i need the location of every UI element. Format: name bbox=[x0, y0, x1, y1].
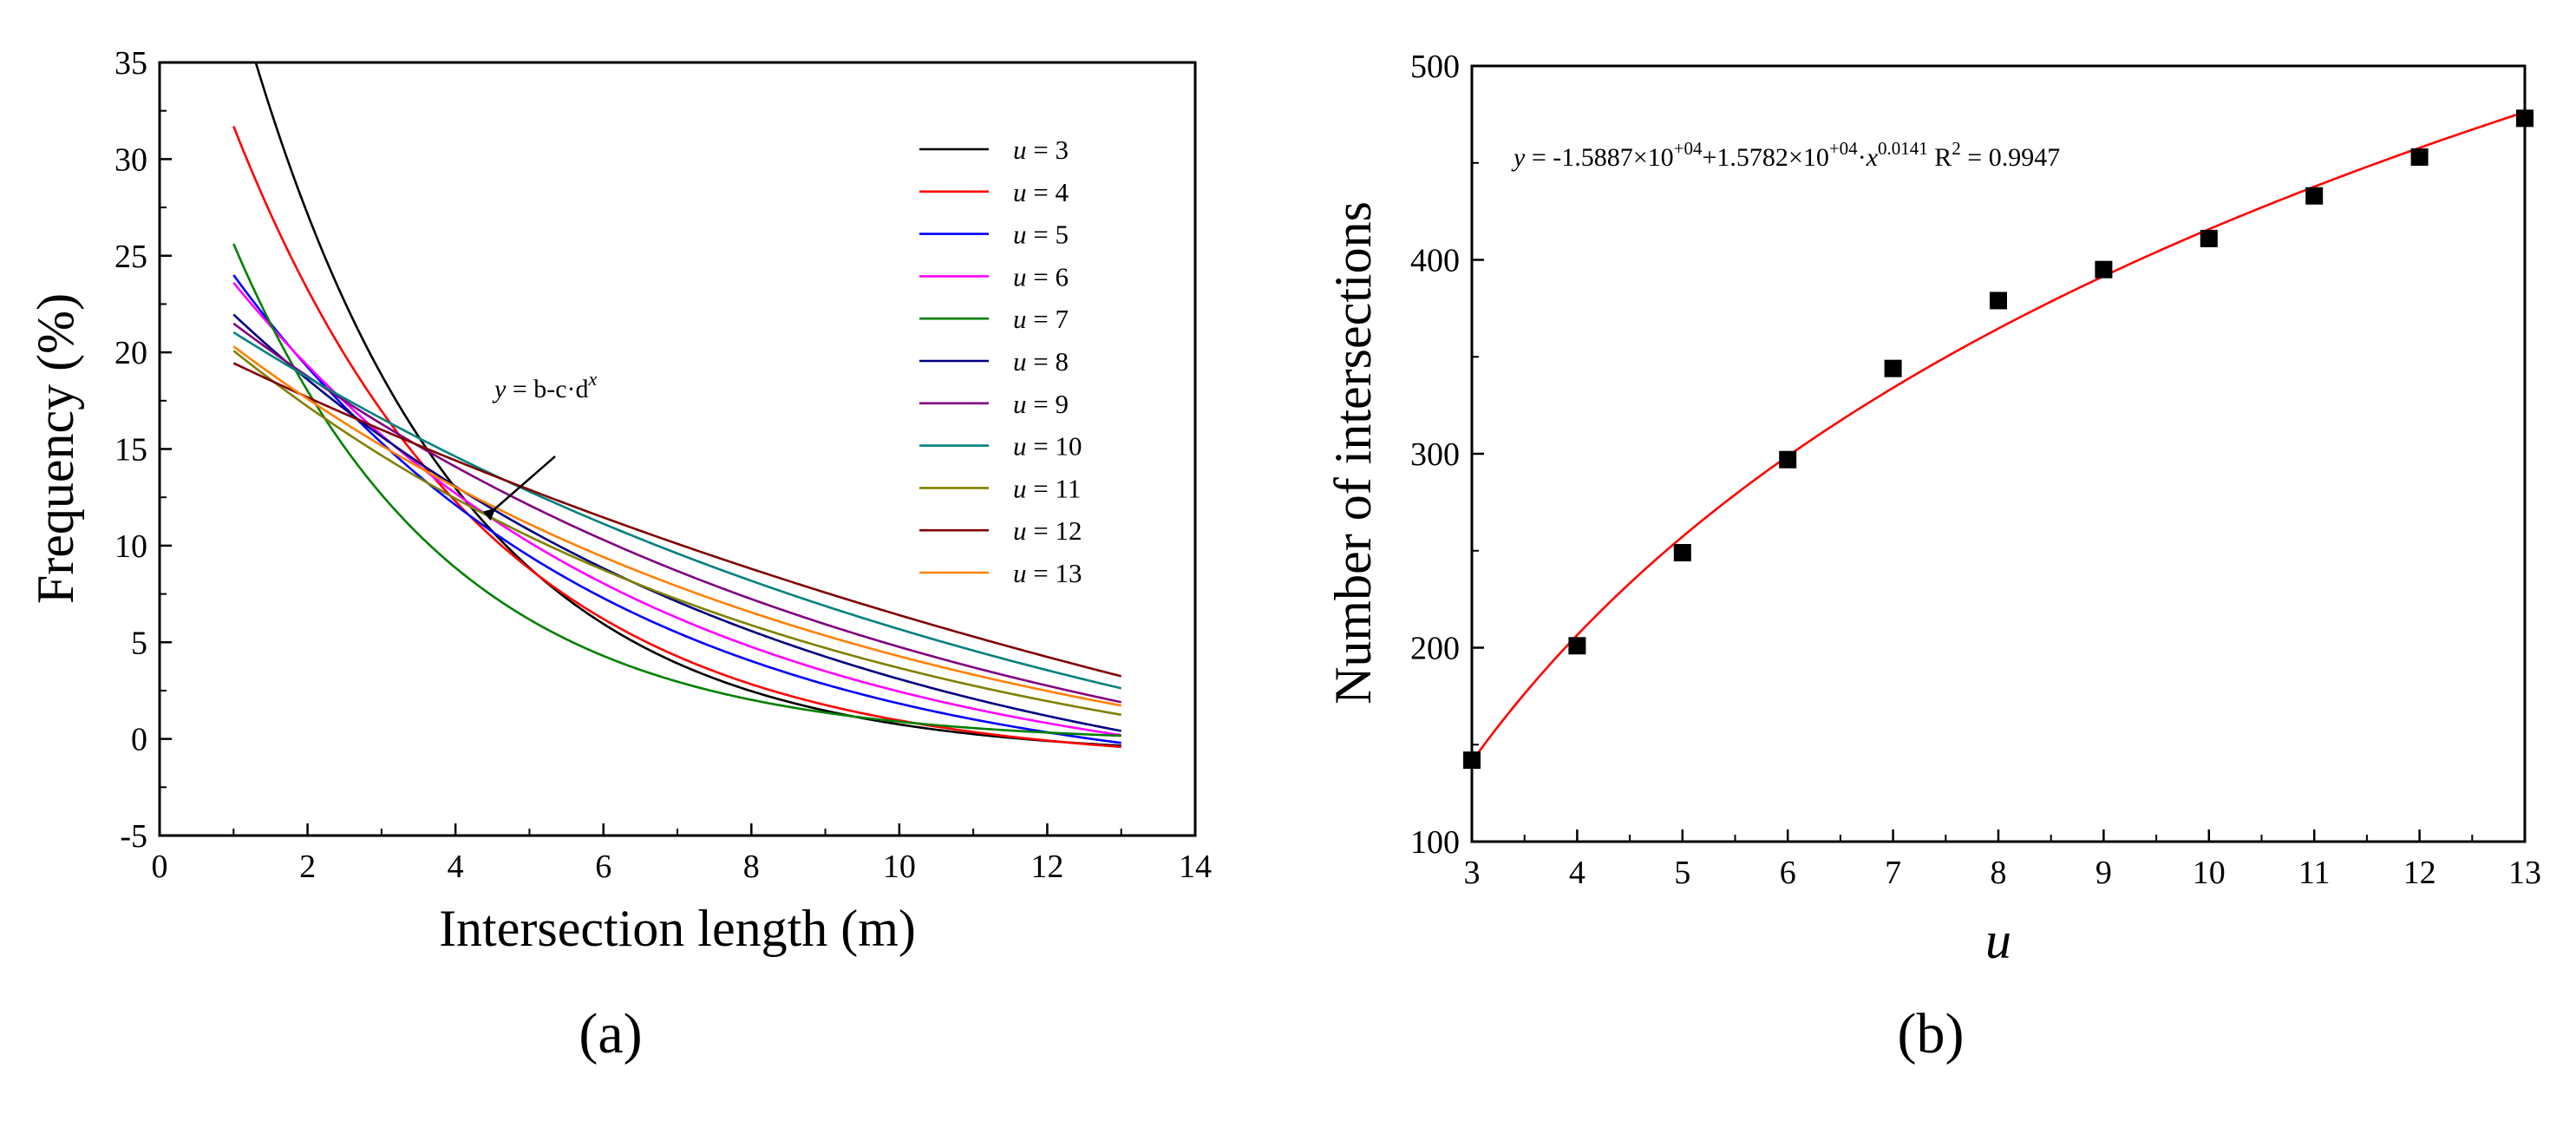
x-tick-label: 2 bbox=[299, 849, 316, 885]
series-line-u=9 bbox=[232, 322, 1121, 704]
series-line-u=4 bbox=[232, 126, 1121, 749]
panel-a-label: (a) bbox=[579, 1002, 642, 1065]
y-tick-label: -5 bbox=[120, 818, 147, 855]
legend-item: u = 10 bbox=[919, 431, 1082, 462]
chart-b-plot-frame bbox=[1470, 64, 2527, 843]
x-tick-label: 10 bbox=[2193, 855, 2226, 891]
legend-label: u = 11 bbox=[1013, 473, 1081, 503]
x-tick-label: 3 bbox=[1464, 855, 1481, 891]
annotation-arrow bbox=[482, 456, 556, 521]
series-line-u=6 bbox=[232, 281, 1121, 737]
y-tick-label: 300 bbox=[1410, 436, 1460, 473]
data-point bbox=[1463, 751, 1481, 770]
legend-label: u = 12 bbox=[1013, 515, 1082, 546]
data-point bbox=[1568, 637, 1586, 655]
series-line-u=10 bbox=[232, 331, 1122, 690]
legend-item: u = 12 bbox=[919, 515, 1082, 546]
y-tick-label: 200 bbox=[1410, 631, 1460, 667]
legend-item: u = 11 bbox=[919, 473, 1081, 503]
chart-b-fit-curve bbox=[1472, 110, 2525, 763]
panel-b-label: (b) bbox=[1898, 1002, 1965, 1065]
legend-item: u = 8 bbox=[919, 346, 1069, 377]
legend-label: u = 9 bbox=[1013, 389, 1069, 419]
x-tick-label: 6 bbox=[595, 849, 611, 885]
x-tick-label: 10 bbox=[883, 849, 916, 885]
legend-label: u = 13 bbox=[1013, 558, 1082, 588]
legend-item: u = 6 bbox=[919, 261, 1069, 292]
x-tick-label: 6 bbox=[1780, 855, 1796, 891]
data-point bbox=[1673, 543, 1691, 561]
legend-item: u = 5 bbox=[919, 220, 1069, 250]
chart-b-ticks: 3 4 5 6 7 8 9 10 11 12 13 100 200 300 400 500 bbox=[1410, 49, 2541, 891]
chart-b-equation: y = -1.5887×10+04+1.5782×10+04·x0.0141 R… bbox=[1511, 138, 2060, 172]
chart-a-series-lines bbox=[232, 62, 1122, 749]
x-tick-label: 12 bbox=[1030, 849, 1063, 885]
data-point bbox=[2410, 148, 2429, 167]
x-tick-label: 7 bbox=[1885, 855, 1901, 891]
chart-a-annotation: y = b-c·dx bbox=[482, 368, 598, 521]
x-tick-label: 13 bbox=[2508, 855, 2541, 891]
chart-a-y-axis-title: Frequency (%) bbox=[27, 293, 84, 604]
legend-label: u = 7 bbox=[1013, 304, 1069, 334]
series-line-u=7 bbox=[232, 243, 1121, 738]
legend-item: u = 9 bbox=[919, 389, 1069, 419]
x-tick-label: 0 bbox=[152, 849, 168, 885]
y-tick-label: 15 bbox=[114, 432, 147, 469]
x-tick-label: 8 bbox=[743, 849, 760, 885]
fit-curve bbox=[1472, 110, 2525, 763]
x-tick-label: 4 bbox=[448, 849, 464, 885]
series-line-u=11 bbox=[232, 350, 1121, 717]
series-line-u=13 bbox=[232, 345, 1121, 707]
series-line-u=8 bbox=[232, 313, 1121, 732]
data-point bbox=[2200, 229, 2218, 247]
legend-label: u = 4 bbox=[1013, 177, 1069, 207]
chart-b-x-axis-title: u bbox=[1985, 912, 2011, 969]
x-tick-label: 8 bbox=[1991, 855, 2007, 891]
chart-b-points bbox=[1463, 109, 2534, 770]
legend-label: u = 5 bbox=[1013, 220, 1069, 250]
data-point bbox=[2305, 187, 2324, 205]
legend-item: u = 3 bbox=[919, 134, 1069, 165]
x-tick-label: 4 bbox=[1569, 855, 1585, 891]
y-tick-label: 5 bbox=[131, 625, 147, 661]
legend-label: u = 10 bbox=[1013, 431, 1082, 462]
legend-item: u = 13 bbox=[919, 558, 1082, 588]
y-tick-label: 35 bbox=[114, 45, 147, 82]
y-tick-label: 0 bbox=[131, 722, 147, 758]
y-tick-label: 25 bbox=[114, 239, 147, 275]
y-tick-label: 30 bbox=[114, 141, 147, 178]
data-point bbox=[1779, 450, 1797, 469]
legend-item: u = 4 bbox=[919, 177, 1069, 207]
chart-a-x-axis-title: Intersection length (m) bbox=[439, 900, 916, 957]
y-tick-label: 400 bbox=[1410, 243, 1460, 279]
x-tick-label: 12 bbox=[2403, 855, 2436, 891]
chart-a-legend: u = 3 u = 4 u = 5 u = 6 u = 7 u = 8 u = 9 u = 1… bbox=[919, 134, 1082, 588]
legend-item: u = 7 bbox=[919, 304, 1069, 334]
chart-b-y-axis-title: Number of intersections bbox=[1324, 201, 1382, 705]
x-tick-label: 11 bbox=[2298, 855, 2331, 891]
legend-label: u = 6 bbox=[1013, 261, 1069, 292]
series-line-u=3 bbox=[254, 62, 1121, 747]
y-tick-label: 10 bbox=[114, 528, 147, 565]
x-tick-label: 14 bbox=[1179, 849, 1212, 885]
x-tick-label: 9 bbox=[2095, 855, 2112, 891]
data-point bbox=[1884, 359, 1902, 377]
series-line-u=5 bbox=[232, 274, 1121, 744]
series-line-u=12 bbox=[232, 362, 1122, 678]
y-tick-label: 20 bbox=[114, 335, 147, 371]
y-tick-label: 100 bbox=[1410, 824, 1460, 861]
data-point bbox=[2095, 260, 2113, 279]
data-point bbox=[1990, 292, 2007, 310]
annotation-text: y = b-c·dx bbox=[492, 368, 598, 403]
legend-label: u = 3 bbox=[1013, 134, 1069, 165]
chart-b: 3 4 5 6 7 8 9 10 11 12 13 100 200 300 400 500 y = -1.58… bbox=[1324, 49, 2541, 1065]
legend-label: u = 8 bbox=[1013, 346, 1069, 377]
data-point bbox=[2516, 109, 2534, 128]
y-tick-label: 500 bbox=[1410, 49, 1460, 85]
x-tick-label: 5 bbox=[1674, 855, 1690, 891]
